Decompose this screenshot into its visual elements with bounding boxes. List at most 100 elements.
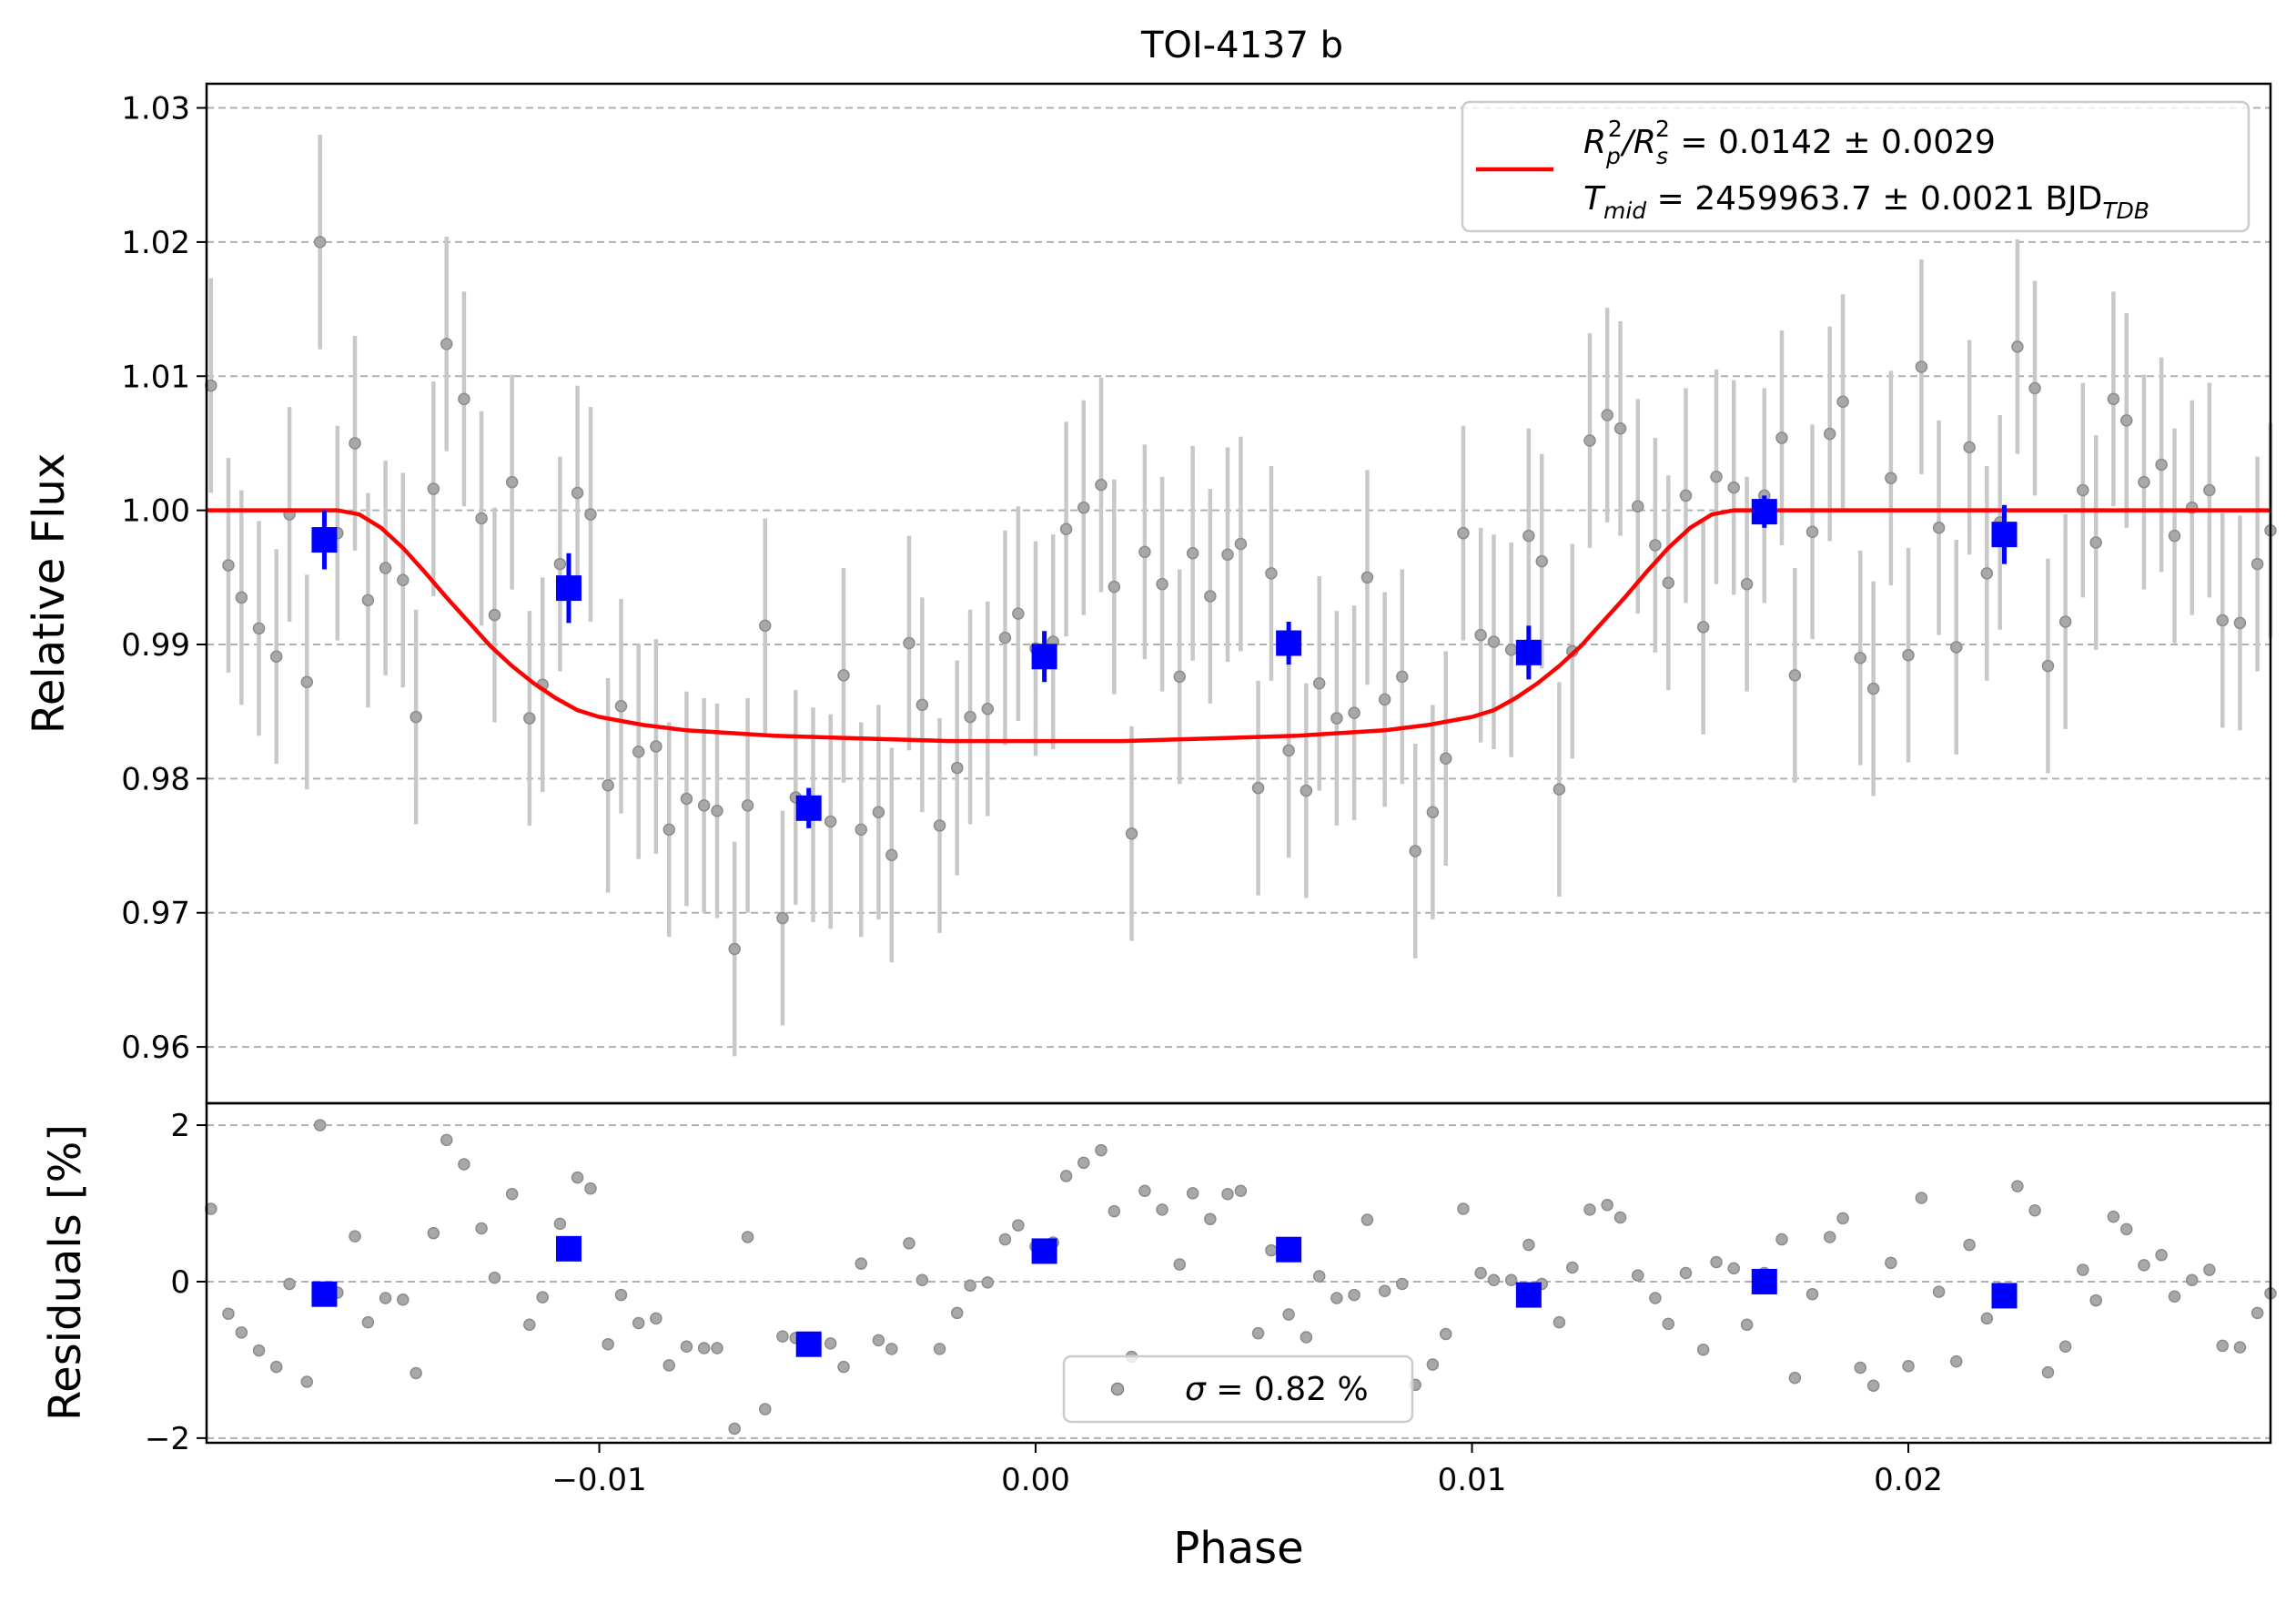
flux-point — [1221, 548, 1234, 562]
residual-point — [1234, 1184, 1248, 1198]
residual-point — [235, 1326, 248, 1339]
residual-point — [1204, 1212, 1217, 1225]
flux-y-label: Relative Flux — [24, 453, 75, 735]
residual-point — [1823, 1231, 1836, 1243]
legend-tmid-tdb: TDB — [2102, 198, 2149, 224]
flux-point — [776, 911, 789, 925]
residual-point — [1854, 1361, 1867, 1375]
binned-point — [1751, 499, 1777, 525]
residual-point — [1095, 1143, 1108, 1157]
residual-point — [1251, 1326, 1265, 1340]
residual-point — [410, 1366, 422, 1380]
flux-axes-frame — [205, 82, 2272, 1105]
residual-point — [1583, 1203, 1596, 1216]
residual-point — [2203, 1263, 2216, 1276]
residual-point — [440, 1133, 453, 1147]
residual-ytick-label: 0 — [170, 1264, 190, 1301]
flux-point — [1396, 670, 1409, 684]
residual-point — [361, 1315, 375, 1329]
flux-point — [2216, 614, 2230, 627]
flux-point — [1535, 554, 1548, 568]
flux-point — [475, 512, 488, 525]
residual-point — [475, 1222, 488, 1235]
residual-point — [1915, 1192, 1928, 1204]
flux-point — [1457, 526, 1470, 540]
binned-residual-point — [1751, 1268, 1777, 1294]
flux-point — [488, 608, 501, 622]
residual-point — [1696, 1343, 1710, 1356]
flux-ytick-label: 1.03 — [121, 91, 190, 127]
flux-point — [2041, 659, 2055, 673]
flux-point — [1823, 427, 1836, 441]
flux-point — [2089, 536, 2102, 549]
residual-point — [1012, 1219, 1025, 1232]
phase-x-label: Phase — [1173, 1523, 1303, 1574]
residual-point — [2058, 1340, 2072, 1354]
residual-ytick-label: 2 — [170, 1108, 190, 1144]
flux-point — [410, 710, 422, 724]
residual-legend-sigma: σ — [1185, 1371, 1207, 1408]
flux-point — [759, 619, 772, 633]
residual-point — [1396, 1277, 1409, 1291]
flux-point — [2107, 392, 2120, 406]
residual-point — [488, 1271, 501, 1284]
binned-point — [1515, 639, 1542, 665]
flux-point — [1108, 580, 1121, 594]
residual-point — [1282, 1308, 1295, 1321]
flux-point — [523, 712, 536, 725]
flux-point — [885, 848, 898, 862]
residual-point — [1360, 1213, 1374, 1226]
flux-point — [1553, 783, 1566, 796]
flux-point — [663, 823, 676, 837]
phase-xtick-label: 0.00 — [1001, 1462, 1070, 1498]
binned-point — [1276, 630, 1302, 656]
flux-point — [235, 591, 248, 604]
flux-ytick-label: 1.01 — [121, 359, 190, 395]
residual-point — [1788, 1371, 1802, 1385]
flux-ytick-label: 0.96 — [121, 1030, 190, 1066]
residual-point — [1138, 1184, 1151, 1198]
residual-point — [1805, 1287, 1819, 1301]
residual-point — [1312, 1270, 1326, 1283]
binned-point — [1031, 644, 1057, 670]
flux-errorbars — [208, 135, 2273, 1057]
flux-point — [427, 482, 440, 495]
residual-point — [313, 1119, 327, 1131]
residual-point — [614, 1288, 628, 1302]
residual-point — [1108, 1204, 1121, 1218]
flux-point — [1487, 635, 1501, 648]
residual-point — [458, 1158, 470, 1171]
residual-point — [1457, 1202, 1470, 1215]
residual-point — [2077, 1263, 2089, 1276]
flux-point — [2058, 615, 2072, 628]
flux-point — [1902, 649, 1915, 662]
residual-point — [872, 1334, 885, 1347]
flux-point — [1980, 567, 1994, 580]
flux-point — [2168, 529, 2181, 543]
flux-point — [1360, 571, 1374, 584]
flux-point — [571, 486, 584, 500]
flux-point — [1710, 471, 1723, 483]
residual-point — [1173, 1258, 1187, 1271]
residual-point — [776, 1330, 789, 1343]
residual-point — [2216, 1339, 2230, 1353]
flux-point — [680, 792, 693, 806]
residual-point — [536, 1291, 549, 1304]
binned-point — [795, 795, 822, 821]
residual-point — [650, 1312, 663, 1325]
residual-point — [950, 1306, 964, 1320]
flux-point — [1156, 577, 1168, 591]
flux-point — [728, 942, 741, 956]
flux-point — [1426, 806, 1440, 818]
residual-point — [1649, 1292, 1662, 1304]
flux-point — [1727, 481, 1740, 494]
residual-point — [2138, 1259, 2150, 1272]
residual-point — [1740, 1318, 1754, 1331]
flux-point — [2138, 475, 2150, 489]
residual-point — [1885, 1256, 1897, 1270]
flux-point — [1504, 644, 1518, 656]
residual-point — [885, 1343, 898, 1355]
residual-point — [1156, 1203, 1168, 1216]
flux-point — [1234, 537, 1248, 551]
residual-point — [1950, 1354, 1963, 1368]
